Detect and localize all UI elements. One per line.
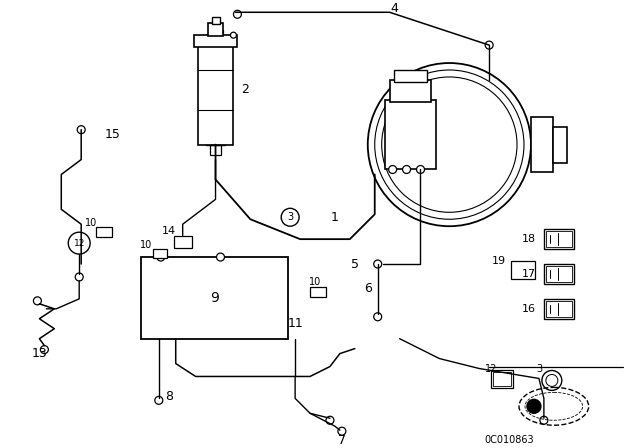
Circle shape	[388, 165, 397, 173]
Circle shape	[76, 273, 83, 281]
Circle shape	[403, 165, 410, 173]
Text: 1: 1	[331, 211, 339, 224]
Text: 11: 11	[287, 317, 303, 330]
Text: 0C010863: 0C010863	[484, 435, 534, 445]
Bar	[207, 23, 223, 36]
Bar	[546, 266, 572, 282]
Text: 10: 10	[85, 218, 97, 228]
Circle shape	[374, 313, 381, 321]
Text: 5: 5	[351, 258, 359, 271]
Circle shape	[338, 427, 346, 435]
Circle shape	[542, 370, 562, 390]
Circle shape	[368, 63, 531, 226]
Circle shape	[326, 416, 334, 424]
Circle shape	[527, 399, 541, 414]
Circle shape	[417, 165, 424, 173]
Circle shape	[157, 253, 164, 261]
Text: 17: 17	[522, 269, 536, 279]
Circle shape	[374, 260, 381, 268]
Circle shape	[540, 416, 548, 424]
Bar	[531, 117, 553, 172]
Circle shape	[381, 77, 517, 212]
Text: 8: 8	[164, 390, 173, 403]
Text: 10: 10	[140, 240, 152, 250]
Circle shape	[281, 208, 299, 226]
Bar	[491, 370, 513, 388]
Circle shape	[77, 126, 85, 134]
Text: 2: 2	[241, 83, 250, 96]
Text: 3: 3	[287, 212, 293, 222]
Circle shape	[230, 32, 236, 38]
Bar	[546, 301, 572, 317]
Bar	[511, 261, 535, 279]
Text: 12: 12	[485, 363, 497, 374]
Text: 14: 14	[162, 226, 176, 236]
Text: 18: 18	[522, 234, 536, 244]
Bar	[310, 287, 326, 297]
Bar	[194, 35, 237, 47]
Text: 7: 7	[338, 434, 346, 447]
Circle shape	[375, 70, 524, 219]
Circle shape	[234, 10, 241, 18]
Text: 6: 6	[364, 282, 372, 295]
Bar	[96, 227, 112, 237]
Bar	[141, 257, 288, 339]
Circle shape	[216, 253, 225, 261]
Text: 12: 12	[74, 239, 85, 248]
Text: 3: 3	[536, 363, 542, 374]
Bar	[153, 249, 167, 258]
Text: 15: 15	[105, 128, 121, 141]
Bar	[390, 80, 431, 102]
Text: 16: 16	[522, 304, 536, 314]
Bar	[198, 45, 234, 145]
Circle shape	[546, 375, 558, 387]
Bar	[544, 299, 573, 319]
Circle shape	[155, 396, 163, 405]
Bar	[493, 372, 511, 387]
Text: 9: 9	[210, 291, 219, 305]
Circle shape	[485, 41, 493, 49]
Circle shape	[40, 345, 49, 353]
Text: 4: 4	[390, 2, 399, 15]
Bar	[394, 70, 428, 82]
Bar	[212, 17, 220, 24]
Circle shape	[33, 297, 42, 305]
Bar	[544, 229, 573, 249]
Bar	[553, 127, 567, 163]
Circle shape	[68, 232, 90, 254]
Text: 10: 10	[309, 277, 321, 287]
Bar	[544, 264, 573, 284]
Bar	[385, 100, 436, 169]
Bar	[209, 145, 221, 155]
Text: 13: 13	[31, 347, 47, 360]
Text: 19: 19	[492, 256, 506, 266]
Bar	[546, 231, 572, 247]
Bar	[173, 236, 191, 248]
